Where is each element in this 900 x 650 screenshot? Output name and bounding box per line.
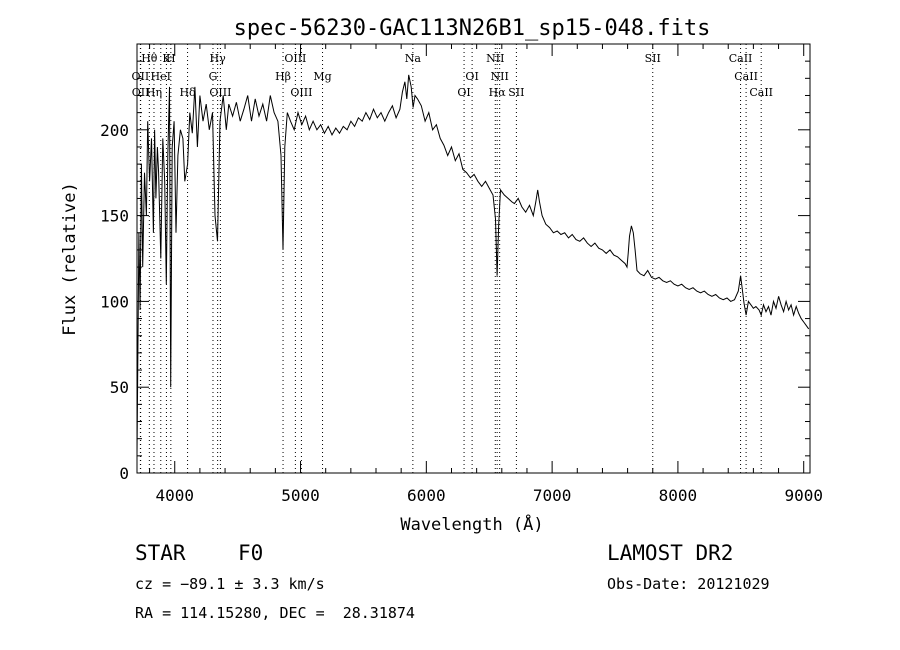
redshift-velocity: cz = −89.1 ± 3.3 km/s: [135, 575, 325, 593]
line-label-21: SII: [508, 86, 524, 99]
x-tick-label-5: 9000: [784, 486, 823, 505]
line-label-6: H: [166, 52, 176, 65]
line-label-5: K: [162, 52, 171, 65]
x-tick-label-3: 7000: [533, 486, 572, 505]
line-label-25: CaII: [749, 86, 773, 99]
line-label-17: OI: [465, 70, 478, 83]
x-tick-label-0: 4000: [155, 486, 194, 505]
line-label-11: Hβ: [275, 70, 291, 83]
line-labels: HθOIIOIIHηHeIKHHδHγGOIIIHβOIIIOIIIMgNaOI…: [132, 52, 773, 99]
observation-date: Obs-Date: 20121029: [607, 575, 770, 593]
line-label-16: OI: [457, 86, 470, 99]
line-label-7: Hδ: [179, 86, 196, 99]
y-tick-label-2: 100: [100, 292, 129, 311]
line-label-8: Hγ: [210, 52, 227, 65]
plot-frame: [136, 43, 811, 474]
line-label-20: NII: [491, 70, 509, 83]
y-tick-label-3: 150: [100, 207, 129, 226]
line-label-22: SII: [645, 52, 661, 65]
y-tick-label-0: 0: [119, 464, 129, 483]
line-label-14: Mg: [313, 70, 331, 83]
line-label-18: NII: [486, 52, 504, 65]
line-label-13: OIII: [290, 86, 312, 99]
line-label-12: OIII: [284, 52, 306, 65]
line-label-19: Hα: [489, 86, 507, 99]
line-label-9: G: [209, 70, 218, 83]
line-label-15: Na: [405, 52, 422, 65]
line-label-0: Hθ: [141, 52, 158, 65]
x-tick-label-2: 6000: [407, 486, 446, 505]
line-label-2: OII: [132, 86, 150, 99]
line-label-1: OII: [132, 70, 150, 83]
line-label-10: OIII: [209, 86, 231, 99]
y-tick-label-4: 200: [100, 121, 129, 140]
x-tick-label-1: 5000: [281, 486, 320, 505]
line-markers: [139, 44, 762, 473]
chart-title: spec-56230-GAC113N26B1_sp15-048.fits: [234, 16, 711, 41]
object-class: STAR: [135, 541, 186, 565]
y-axis-label: Flux (relative): [60, 182, 80, 336]
line-label-3: Hη: [146, 86, 162, 99]
x-axis: 4000 5000 6000 7000 8000 9000: [149, 44, 823, 505]
survey-name: LAMOST DR2: [607, 541, 734, 565]
line-label-23: CaII: [729, 52, 753, 65]
y-tick-label-1: 50: [110, 378, 129, 397]
spectral-subclass: F0: [238, 541, 264, 565]
line-label-24: CaII: [734, 70, 758, 83]
y-axis: 0 50 100 150 200: [100, 60, 810, 483]
x-tick-label-4: 8000: [659, 486, 698, 505]
coordinates: RA = 114.15280, DEC = 28.31874: [135, 604, 415, 622]
spectrum-series: [136, 74, 810, 456]
x-axis-label: Wavelength (Å): [400, 513, 543, 535]
line-label-4: HeI: [151, 70, 171, 83]
